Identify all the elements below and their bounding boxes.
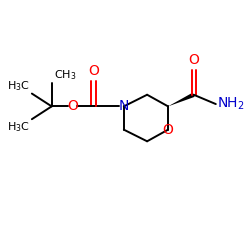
Text: H$_3$C: H$_3$C bbox=[7, 79, 30, 93]
Text: O: O bbox=[188, 54, 199, 68]
Text: O: O bbox=[163, 123, 173, 137]
Polygon shape bbox=[168, 92, 195, 106]
Text: N: N bbox=[119, 100, 129, 114]
Text: CH$_3$: CH$_3$ bbox=[54, 68, 76, 82]
Text: O: O bbox=[67, 100, 78, 114]
Text: H$_3$C: H$_3$C bbox=[7, 120, 30, 134]
Text: NH$_2$: NH$_2$ bbox=[217, 96, 244, 112]
Text: O: O bbox=[88, 64, 99, 78]
